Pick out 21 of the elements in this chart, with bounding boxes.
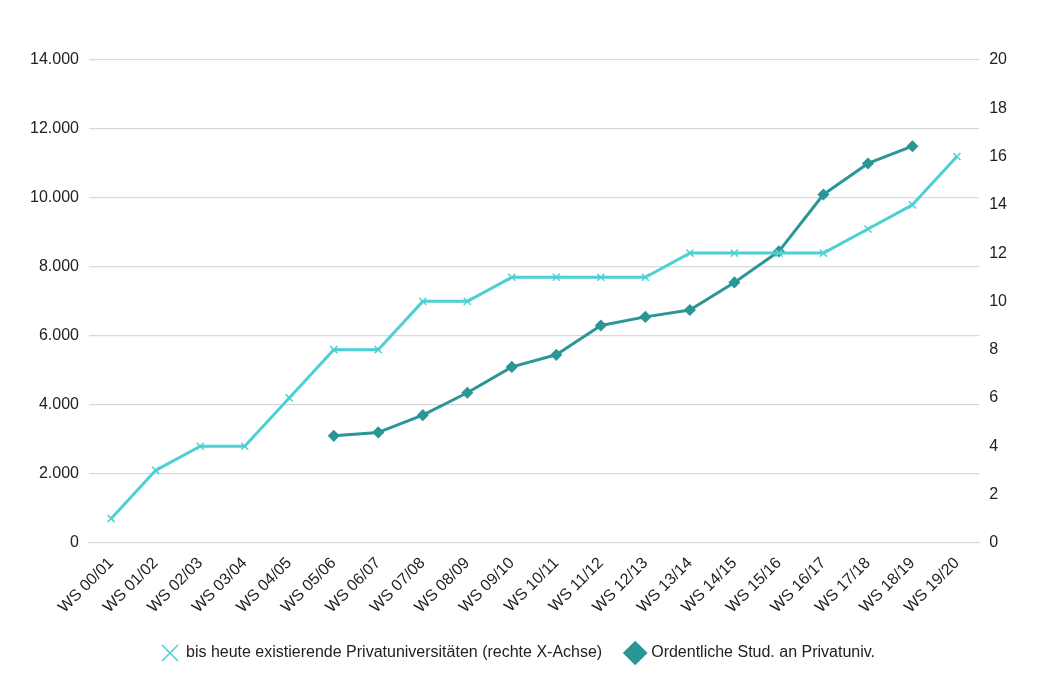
y-tick-label: 0 (70, 533, 80, 551)
y-tick-label: 12.000 (30, 119, 80, 137)
y-tick-label: 6.000 (38, 326, 80, 344)
y2-tick-label: 10 (989, 291, 1008, 309)
y-tick-label: 10.000 (30, 188, 80, 206)
y2-tick-label: 20 (989, 50, 1008, 68)
y2-tick-label: 4 (989, 436, 999, 454)
y-tick-label: 14.000 (30, 50, 80, 68)
y2-tick-label: 12 (989, 243, 1008, 261)
y2-tick-label: 16 (989, 146, 1008, 164)
y2-tick-label: 2 (989, 484, 999, 502)
legend-label: bis heute existierende Privatuniversitäten (rechte X-Achse) (185, 643, 603, 661)
y-tick-label: 2.000 (38, 464, 80, 482)
y-tick-label: 8.000 (38, 257, 80, 275)
legend-label: Ordentliche Stud. an Privatuniv. (651, 643, 876, 661)
y2-tick-label: 14 (989, 195, 1008, 213)
y2-tick-label: 8 (989, 340, 999, 358)
y2-tick-label: 18 (989, 98, 1008, 116)
y2-tick-label: 6 (989, 388, 999, 406)
y-tick-label: 4.000 (38, 395, 80, 413)
y2-tick-label: 0 (989, 533, 999, 551)
